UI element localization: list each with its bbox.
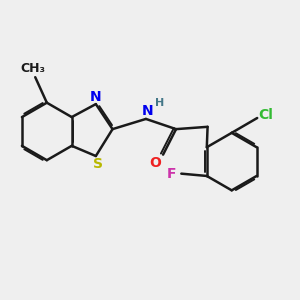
Text: Cl: Cl	[258, 108, 273, 122]
Text: N: N	[142, 103, 154, 118]
Text: F: F	[166, 167, 176, 181]
Text: N: N	[90, 90, 102, 104]
Text: O: O	[149, 156, 161, 170]
Text: CH₃: CH₃	[20, 62, 45, 75]
Text: S: S	[93, 158, 103, 171]
Text: H: H	[155, 98, 164, 108]
